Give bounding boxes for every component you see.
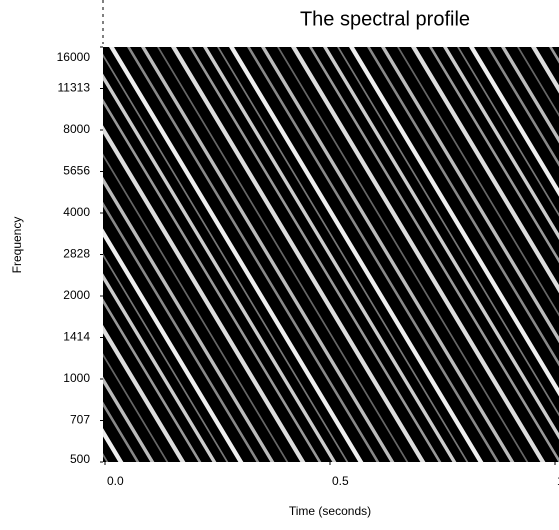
y-axis-label: Frequency bbox=[10, 217, 24, 274]
x-tick-label: 0.0 bbox=[107, 474, 124, 488]
x-tick-label: 0.5 bbox=[332, 474, 349, 488]
spectrogram-image bbox=[103, 47, 559, 462]
y-tick-label: 8000 bbox=[63, 122, 90, 136]
chart-title: The spectral profile bbox=[300, 8, 470, 30]
y-tick-label: 5656 bbox=[63, 164, 90, 178]
x-axis-label: Time (seconds) bbox=[289, 504, 371, 518]
y-tick-label: 1414 bbox=[63, 330, 90, 344]
y-tick-label: 2000 bbox=[63, 288, 90, 302]
y-tick-label: 11313 bbox=[58, 81, 91, 95]
y-tick-label: 2828 bbox=[63, 247, 90, 261]
y-tick-label: 707 bbox=[70, 413, 90, 427]
y-tick-label: 16000 bbox=[57, 50, 91, 64]
y-tick-label: 4000 bbox=[63, 205, 90, 219]
y-tick-label: 1000 bbox=[63, 371, 90, 385]
y-tick-label: 500 bbox=[70, 452, 90, 466]
x-tick-label: 1 bbox=[557, 474, 559, 488]
